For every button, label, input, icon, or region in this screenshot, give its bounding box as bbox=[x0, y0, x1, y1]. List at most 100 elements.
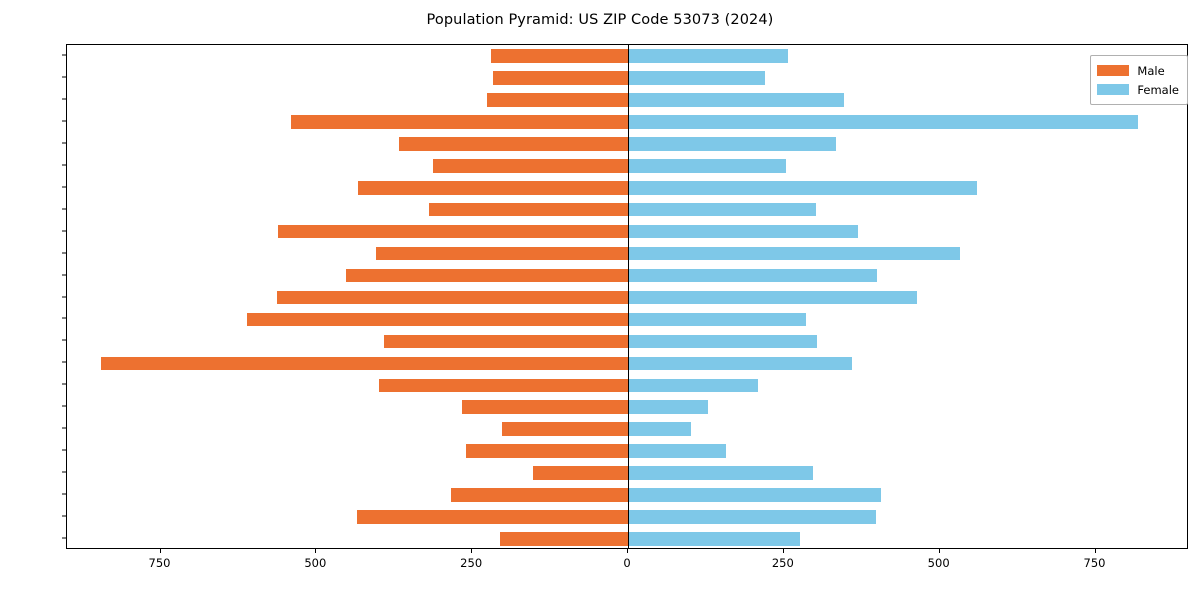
bar-male bbox=[378, 378, 628, 393]
bar-row bbox=[67, 290, 1187, 305]
bar-male bbox=[101, 356, 628, 371]
bar-row bbox=[67, 400, 1187, 415]
bar-male bbox=[465, 444, 628, 458]
x-axis-tick-mark bbox=[315, 549, 317, 553]
y-axis-tick-mark bbox=[62, 186, 66, 188]
y-axis-tick-mark bbox=[62, 383, 66, 385]
bar-male bbox=[487, 93, 628, 107]
bar-male bbox=[532, 466, 628, 480]
x-axis-tick-mark bbox=[159, 549, 161, 553]
y-axis-tick-mark bbox=[62, 296, 66, 297]
bar-row bbox=[67, 378, 1187, 393]
y-axis-tick-mark bbox=[62, 449, 66, 451]
legend-entry-female: Female bbox=[1097, 80, 1179, 99]
bar-female bbox=[628, 158, 786, 173]
x-axis-tick-label: 500 bbox=[304, 556, 327, 570]
y-axis-tick-mark bbox=[62, 471, 66, 473]
bar-female bbox=[628, 136, 836, 151]
legend-swatch-female bbox=[1097, 84, 1130, 95]
bar-female bbox=[628, 488, 882, 502]
bar-male bbox=[383, 334, 628, 349]
y-axis-tick-mark bbox=[62, 54, 66, 56]
bar-row bbox=[67, 115, 1187, 129]
bar-male bbox=[357, 510, 628, 524]
bar-female bbox=[628, 224, 858, 239]
bar-male bbox=[450, 488, 628, 502]
bar-male bbox=[432, 158, 628, 173]
y-axis-tick-mark bbox=[62, 427, 66, 429]
bar-male bbox=[502, 422, 628, 437]
bars-layer bbox=[67, 45, 1187, 548]
y-axis-tick-mark bbox=[62, 98, 66, 100]
bar-row bbox=[67, 312, 1187, 327]
y-axis-tick-mark bbox=[62, 120, 66, 122]
y-axis-tick-mark bbox=[62, 164, 66, 166]
y-axis-tick-mark bbox=[62, 317, 66, 319]
bar-female bbox=[628, 180, 978, 195]
y-axis-tick-mark bbox=[62, 230, 66, 232]
bar-male bbox=[346, 268, 628, 283]
y-axis-tick-mark bbox=[62, 142, 66, 144]
bar-row bbox=[67, 49, 1187, 63]
bar-row bbox=[67, 510, 1187, 524]
x-axis-tick-label: 250 bbox=[460, 556, 483, 570]
bar-female bbox=[628, 334, 817, 349]
bar-female bbox=[628, 510, 877, 524]
bar-row bbox=[67, 334, 1187, 349]
bar-row bbox=[67, 158, 1187, 173]
chart-title: Population Pyramid: US ZIP Code 53073 (2… bbox=[426, 12, 774, 28]
bar-row bbox=[67, 180, 1187, 195]
bar-row bbox=[67, 488, 1187, 502]
x-axis-tick-mark bbox=[782, 549, 784, 553]
bar-row bbox=[67, 136, 1187, 151]
y-axis-tick-mark bbox=[62, 274, 66, 276]
bar-female bbox=[628, 290, 918, 305]
bar-male bbox=[428, 202, 628, 217]
bar-female bbox=[628, 202, 816, 217]
x-axis-tick-mark bbox=[471, 549, 473, 553]
bar-male bbox=[358, 180, 628, 195]
zero-axis-line bbox=[628, 45, 630, 548]
bar-row bbox=[67, 422, 1187, 437]
legend-entry-male: Male bbox=[1097, 61, 1179, 80]
bar-female bbox=[628, 312, 806, 327]
y-axis-tick-mark bbox=[62, 537, 66, 539]
bar-female bbox=[628, 93, 845, 107]
bar-row bbox=[67, 444, 1187, 458]
y-axis-tick-mark bbox=[62, 208, 66, 210]
x-axis-tick-mark bbox=[1094, 549, 1096, 553]
bar-male bbox=[493, 71, 628, 85]
bar-row bbox=[67, 246, 1187, 261]
plot-area bbox=[66, 44, 1188, 549]
bar-male bbox=[376, 246, 628, 261]
bar-male bbox=[399, 136, 628, 151]
y-axis-tick-mark bbox=[62, 252, 66, 254]
x-axis-tick-mark bbox=[938, 549, 940, 553]
y-axis-tick-mark bbox=[62, 405, 66, 407]
bar-female bbox=[628, 444, 726, 458]
bar-male bbox=[277, 224, 628, 239]
bar-female bbox=[628, 532, 801, 546]
bar-female bbox=[628, 422, 691, 437]
x-axis-tick-label: 500 bbox=[927, 556, 950, 570]
bar-row bbox=[67, 356, 1187, 371]
bar-female bbox=[628, 378, 759, 393]
bar-male bbox=[246, 312, 628, 327]
bar-row bbox=[67, 466, 1187, 480]
legend-label-male: Male bbox=[1137, 63, 1165, 78]
x-axis-tick-label: 250 bbox=[771, 556, 794, 570]
bar-row bbox=[67, 532, 1187, 546]
x-axis-tick-label: 0 bbox=[623, 556, 631, 570]
bar-male bbox=[462, 400, 628, 415]
legend-swatch-male bbox=[1097, 65, 1130, 76]
legend: Male Female bbox=[1090, 55, 1188, 105]
bar-male bbox=[277, 290, 628, 305]
y-axis-tick-mark bbox=[62, 361, 66, 363]
bar-female bbox=[628, 466, 814, 480]
bar-female bbox=[628, 115, 1138, 129]
y-axis-tick-mark bbox=[62, 515, 66, 517]
bar-female bbox=[628, 246, 961, 261]
y-axis-tick-mark bbox=[62, 493, 66, 495]
y-axis-tick-mark bbox=[62, 76, 66, 78]
